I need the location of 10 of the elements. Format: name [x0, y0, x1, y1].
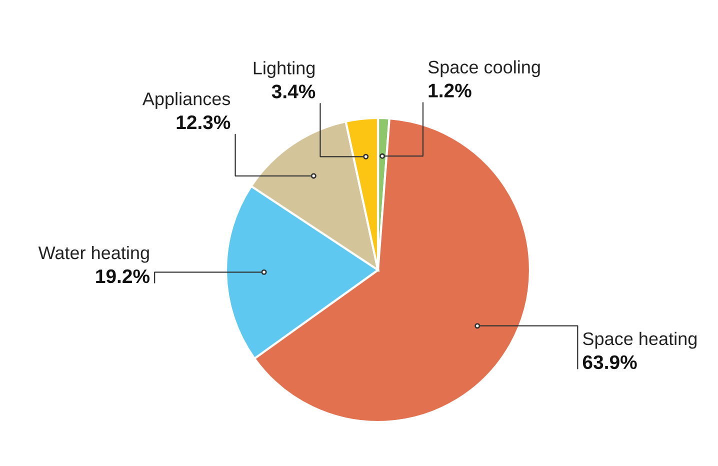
data-label: 12.3% [176, 115, 230, 130]
slice-label: Appliances [142, 92, 230, 109]
data-label: 1.2% [428, 84, 472, 98]
data-label: 19.2% [96, 269, 150, 284]
data-label: 63.9% [582, 355, 637, 370]
slice-label: Space cooling [428, 60, 540, 78]
slice-label: Lighting [254, 61, 315, 78]
slice-label: Space heating [583, 332, 696, 349]
data-label: 3.4% [272, 84, 316, 98]
slice-label: Water heating [38, 246, 149, 263]
